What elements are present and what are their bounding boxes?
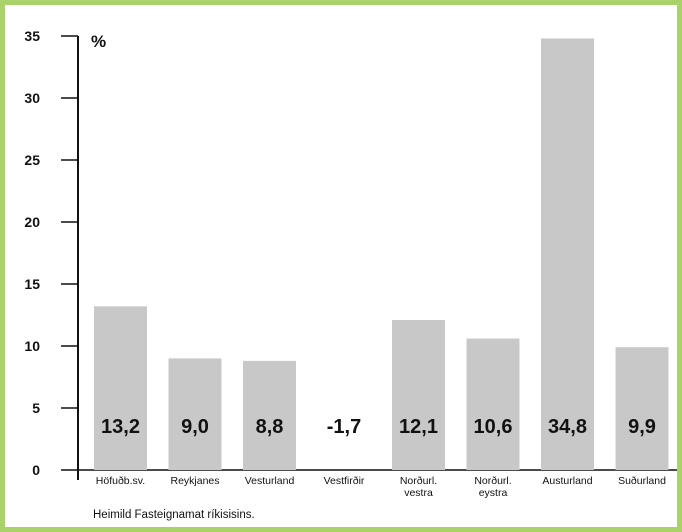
x-tick-label-line: Vesturland bbox=[245, 475, 295, 487]
bar-value-label: 9,9 bbox=[628, 416, 656, 438]
x-tick-label: Norðurl. vestra bbox=[400, 475, 437, 499]
x-tick-label: Austurland bbox=[542, 475, 592, 487]
x-tick-label-line: Suðurland bbox=[618, 475, 666, 487]
y-tick-label: 30 bbox=[24, 90, 40, 106]
bar-chart: 0 5 10 15 20 25 30 35 13,2 9,0 8,8 -1,7 12,1 10,6 34,… bbox=[24, 28, 677, 521]
x-tick-label-line: Norðurl. bbox=[400, 475, 437, 487]
y-unit-label: % bbox=[91, 32, 106, 51]
x-tick-label: Vestfirðir bbox=[324, 475, 365, 487]
bar bbox=[392, 319, 445, 470]
bars bbox=[94, 38, 669, 470]
y-tick-label: 15 bbox=[24, 276, 40, 292]
x-tick-label-line: Norðurl. bbox=[474, 475, 511, 487]
y-tick-label: 0 bbox=[32, 462, 40, 478]
bar-value-label: 34,8 bbox=[548, 416, 587, 438]
bar-value-label: 12,1 bbox=[399, 416, 438, 438]
x-tick-label: Reykjanes bbox=[170, 475, 219, 487]
bar-value-label: -1,7 bbox=[327, 416, 361, 438]
bar bbox=[466, 338, 520, 470]
bar-value-label: 10,6 bbox=[474, 416, 513, 438]
x-tick-label-line: Höfuðb.sv. bbox=[96, 475, 145, 487]
data-labels: 13,2 9,0 8,8 -1,7 12,1 10,6 34,8 9,9 bbox=[101, 416, 656, 438]
y-tick-label: 20 bbox=[24, 214, 40, 230]
y-tick-label: 35 bbox=[24, 28, 40, 44]
bar-value-label: 8,8 bbox=[256, 416, 284, 438]
chart-frame: 0 5 10 15 20 25 30 35 13,2 9,0 8,8 -1,7 12,1 10,6 34,… bbox=[5, 5, 677, 527]
category-labels: Höfuðb.sv. Reykjanes Vesturland Vestfirðir N… bbox=[96, 475, 666, 499]
bar-value-label: 9,0 bbox=[181, 416, 209, 438]
bar bbox=[168, 358, 222, 470]
x-tick-label-line: vestra bbox=[404, 487, 433, 499]
bar bbox=[615, 347, 669, 470]
x-tick-label-line: Austurland bbox=[542, 475, 592, 487]
x-tick-label-line: Reykjanes bbox=[170, 475, 219, 487]
bar-value-label: 13,2 bbox=[101, 416, 140, 438]
y-tick-label: 10 bbox=[24, 338, 40, 354]
x-tick-label-line: eystra bbox=[479, 487, 508, 499]
bar bbox=[243, 360, 296, 470]
x-tick-label-line: Vestfirðir bbox=[324, 475, 365, 487]
source-note: Heimild Fasteignamat ríkisisins. bbox=[93, 509, 255, 521]
x-tick-label: Höfuðb.sv. bbox=[96, 475, 145, 487]
x-tick-label: Vesturland bbox=[245, 475, 295, 487]
x-tick-label: Suðurland bbox=[618, 475, 666, 487]
y-tick-label: 25 bbox=[24, 152, 40, 168]
x-tick-label: Norðurl. eystra bbox=[474, 475, 511, 499]
bar bbox=[541, 38, 594, 470]
bar bbox=[94, 306, 147, 470]
y-tick-label: 5 bbox=[32, 400, 40, 416]
